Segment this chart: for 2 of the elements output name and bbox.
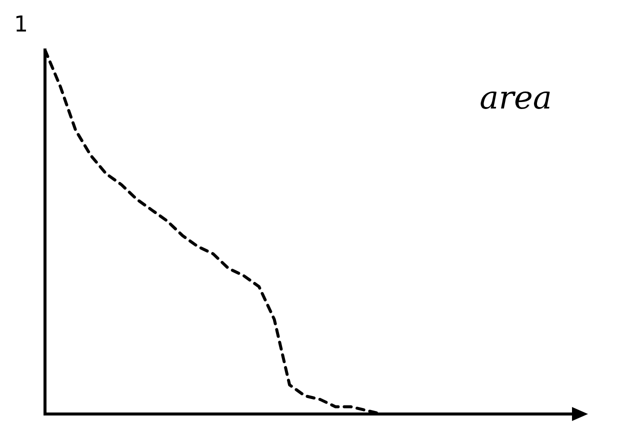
text: 1 [14,12,28,38]
annotation: area [480,78,552,116]
